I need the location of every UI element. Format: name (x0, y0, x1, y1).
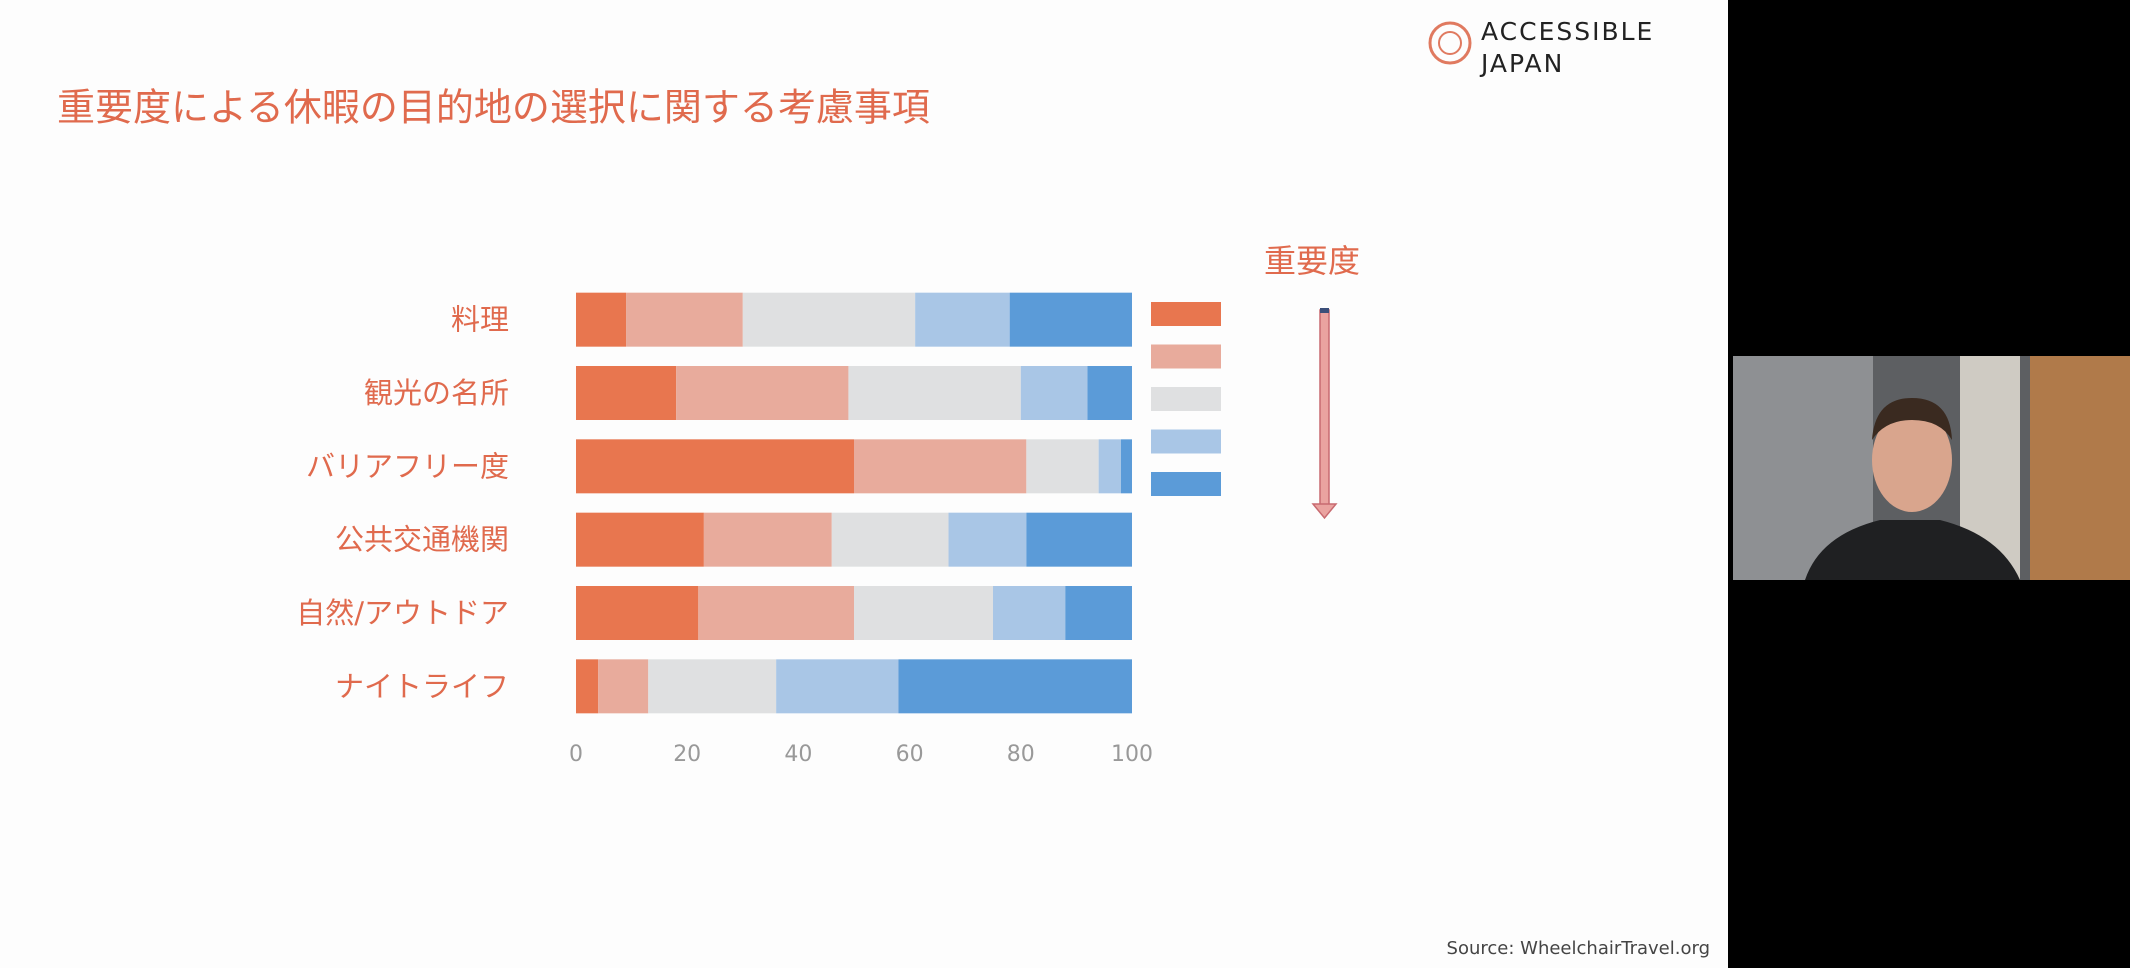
bar-segment (854, 439, 1027, 494)
chart-title: 重要度による休暇の目的地の選択に関する考慮事項 (57, 86, 930, 130)
x-tick-label: 20 (673, 742, 701, 767)
bar-segment (848, 366, 1021, 420)
logo-icon (1428, 21, 1472, 65)
bar-segment (698, 586, 854, 640)
bar-segment (626, 292, 743, 347)
x-tick-label: 0 (569, 742, 583, 767)
legend-swatch (1151, 387, 1221, 411)
bar-segment (1120, 439, 1132, 494)
bar-segment (576, 586, 699, 640)
importance-arrow (1311, 308, 1338, 520)
bar-segment (648, 659, 777, 714)
webcam-person-body (1805, 520, 2020, 580)
bar-segment (1020, 366, 1088, 420)
webcam-person-head (1872, 408, 1952, 512)
bar-segment (915, 292, 1010, 347)
logo: ACCESSIBLE JAPAN (1428, 17, 1654, 78)
logo-text: ACCESSIBLE (1481, 17, 1654, 46)
bar-segment (576, 366, 677, 420)
webcam (1733, 356, 2130, 580)
bar-segment (1026, 512, 1132, 567)
y-tick-label: 自然/アウトドア (296, 596, 509, 630)
legend-swatch (1151, 472, 1221, 496)
bar-segment (576, 512, 704, 567)
bar-segment (1026, 439, 1099, 494)
y-tick-label: 料理 (451, 303, 509, 337)
bar-segment (776, 659, 899, 714)
bar-segment (854, 586, 993, 640)
bar-segment (1065, 586, 1132, 640)
logo-text: JAPAN (1479, 49, 1564, 78)
legend-swatch (1151, 344, 1221, 369)
y-tick-label: ナイトライフ (335, 669, 509, 703)
bar-segment (1087, 366, 1132, 420)
bar-segment (703, 512, 832, 567)
x-tick-label: 100 (1111, 742, 1153, 767)
arrow-cap (1320, 308, 1329, 313)
bar-segment (1098, 439, 1121, 494)
bar-segment (1009, 292, 1132, 347)
bar-segment (676, 366, 849, 420)
y-tick-label: 観光の名所 (364, 376, 509, 410)
y-tick-label: 公共交通機関 (335, 523, 509, 557)
bar-segment (831, 512, 949, 567)
legend-swatch (1151, 429, 1221, 454)
bar-segment (948, 512, 1027, 567)
bar-segment (576, 659, 599, 714)
legend-swatch (1151, 302, 1221, 326)
logo-icon-inner (1438, 31, 1462, 55)
y-tick-label: バリアフリー度 (306, 449, 509, 483)
webcam-door (2030, 356, 2130, 580)
bar-segment (898, 659, 1132, 714)
arrow-head (1311, 503, 1338, 520)
x-tick-label: 60 (896, 742, 924, 767)
arrow-shaft (1319, 309, 1330, 507)
bar-segment (742, 292, 916, 347)
x-tick-label: 80 (1007, 742, 1035, 767)
bar-segment (993, 586, 1066, 640)
source: Source: WheelchairTravel.org (1447, 938, 1710, 959)
bar-segment (598, 659, 649, 714)
webcam-person-hair (1872, 398, 1952, 440)
bar-segment (576, 439, 854, 494)
legend-title: 重要度 (1264, 242, 1360, 280)
bar-segment (576, 292, 627, 347)
x-tick-label: 40 (784, 742, 812, 767)
